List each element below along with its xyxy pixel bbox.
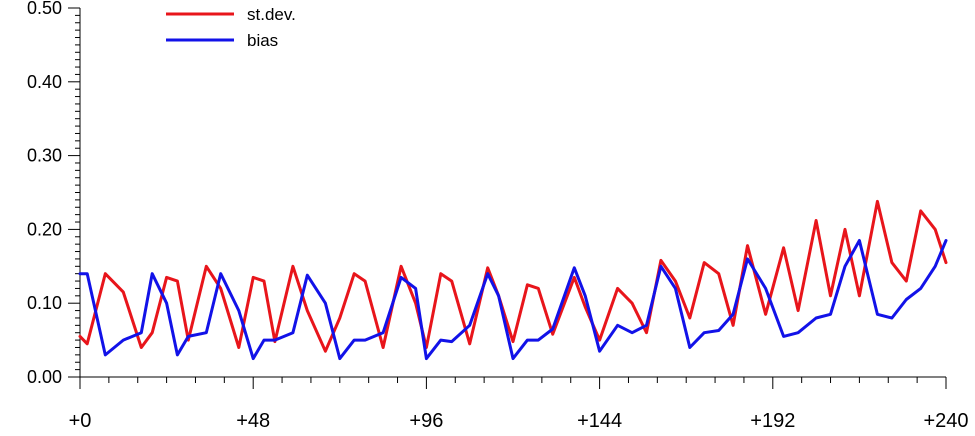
y-tick-label: 0.30	[27, 146, 62, 166]
x-tick-label: +192	[750, 410, 795, 431]
y-tick-label: 0.10	[27, 293, 62, 313]
x-tick-label: +144	[577, 410, 622, 431]
x-tick-label: +96	[409, 410, 443, 431]
x-tick-label: +0	[69, 410, 92, 431]
axes: 0.00 0.10 0.20 0.30 0.40 0.50 +0 +48 +96 +144 +192…	[27, 0, 969, 431]
x-tick-label: +48	[236, 410, 270, 431]
legend: st.dev. bias	[166, 5, 296, 50]
y-tick-label: 0.50	[27, 0, 62, 18]
series-layer	[80, 201, 946, 358]
y-tick-label: 0.00	[27, 367, 62, 387]
legend-label: st.dev.	[247, 5, 296, 24]
legend-label: bias	[247, 31, 278, 50]
x-tick-label: +240	[923, 410, 968, 431]
series-line-stdev	[80, 201, 946, 351]
y-tick-label: 0.40	[27, 72, 62, 92]
y-tick-label: 0.20	[27, 219, 62, 239]
